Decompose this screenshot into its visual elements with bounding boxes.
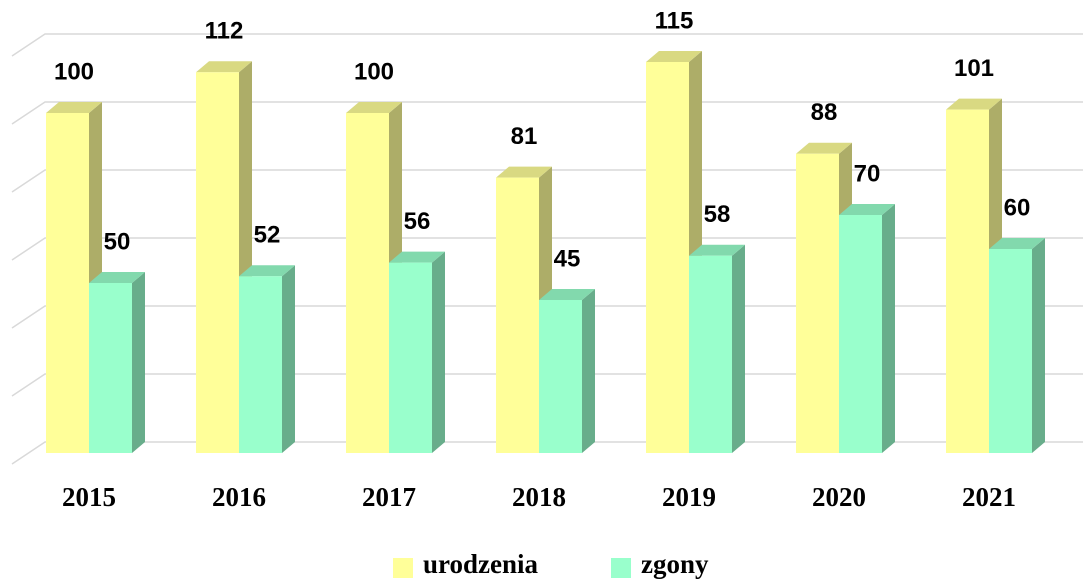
grid-line <box>11 237 1083 261</box>
grid-line <box>11 33 1083 57</box>
bar-face <box>989 238 1045 249</box>
bar <box>689 244 745 453</box>
x-tick-label: 2016 <box>212 482 266 512</box>
bar-face <box>432 251 445 453</box>
bar <box>539 289 595 453</box>
x-tick-label: 2020 <box>812 482 866 512</box>
value-label: 58 <box>704 201 731 228</box>
bar-face <box>346 102 402 113</box>
value-label: 81 <box>511 123 538 150</box>
value-label: 56 <box>404 208 431 235</box>
bar-face <box>196 61 252 73</box>
bar-face <box>196 72 239 453</box>
bar-face <box>46 113 89 453</box>
bar-face <box>582 289 595 453</box>
bar-face <box>496 166 552 178</box>
x-tick-label: 2017 <box>362 482 416 512</box>
bar-face <box>1032 238 1045 453</box>
legend-label: urodzenia <box>423 549 539 579</box>
bar-face <box>796 142 852 154</box>
bar-face <box>689 244 745 256</box>
grid-line <box>11 169 1083 193</box>
bar <box>839 204 895 453</box>
bar-face <box>882 204 895 453</box>
bar-face <box>539 300 582 453</box>
bar-face <box>732 244 745 453</box>
legend-swatch <box>611 558 631 578</box>
value-label: 100 <box>354 58 394 85</box>
x-tick-label: 2018 <box>512 482 566 512</box>
bar-face <box>839 204 895 215</box>
value-label: 70 <box>854 160 881 187</box>
bar-face <box>989 249 1032 453</box>
bar <box>89 272 145 453</box>
bar <box>989 238 1045 453</box>
bar-face <box>389 251 445 263</box>
bar-face <box>132 272 145 453</box>
value-label: 101 <box>954 55 994 82</box>
bar-face <box>496 177 539 453</box>
legend-label: zgony <box>641 549 709 579</box>
bar-face <box>646 51 702 62</box>
bar-face <box>839 215 882 453</box>
value-label: 115 <box>655 7 694 34</box>
bar-face <box>796 153 839 454</box>
x-tick-label: 2019 <box>662 482 716 512</box>
bar-face <box>389 262 432 453</box>
bar-face <box>239 265 295 277</box>
bar-face <box>282 265 295 453</box>
value-label: 60 <box>1004 194 1031 221</box>
value-label: 100 <box>54 58 94 85</box>
bar-face <box>539 289 595 300</box>
value-label: 88 <box>811 99 838 126</box>
value-label: 50 <box>104 228 131 255</box>
bar-face <box>946 98 1002 110</box>
value-label: 52 <box>254 222 281 249</box>
bar-face <box>346 113 389 453</box>
bar-face <box>89 272 145 283</box>
bar-face <box>239 276 282 453</box>
x-tick-label: 2015 <box>62 482 116 512</box>
value-label: 45 <box>554 245 581 272</box>
value-label: 112 <box>205 18 244 45</box>
bar-face <box>46 102 102 113</box>
bar <box>239 265 295 453</box>
bar-face <box>689 255 732 453</box>
grid-line <box>11 101 1083 125</box>
x-tick-label: 2021 <box>962 482 1016 512</box>
legend-swatch <box>393 558 413 578</box>
bar <box>389 251 445 453</box>
bar-face <box>89 283 132 453</box>
bar-face <box>946 109 989 453</box>
bar-face <box>646 62 689 453</box>
